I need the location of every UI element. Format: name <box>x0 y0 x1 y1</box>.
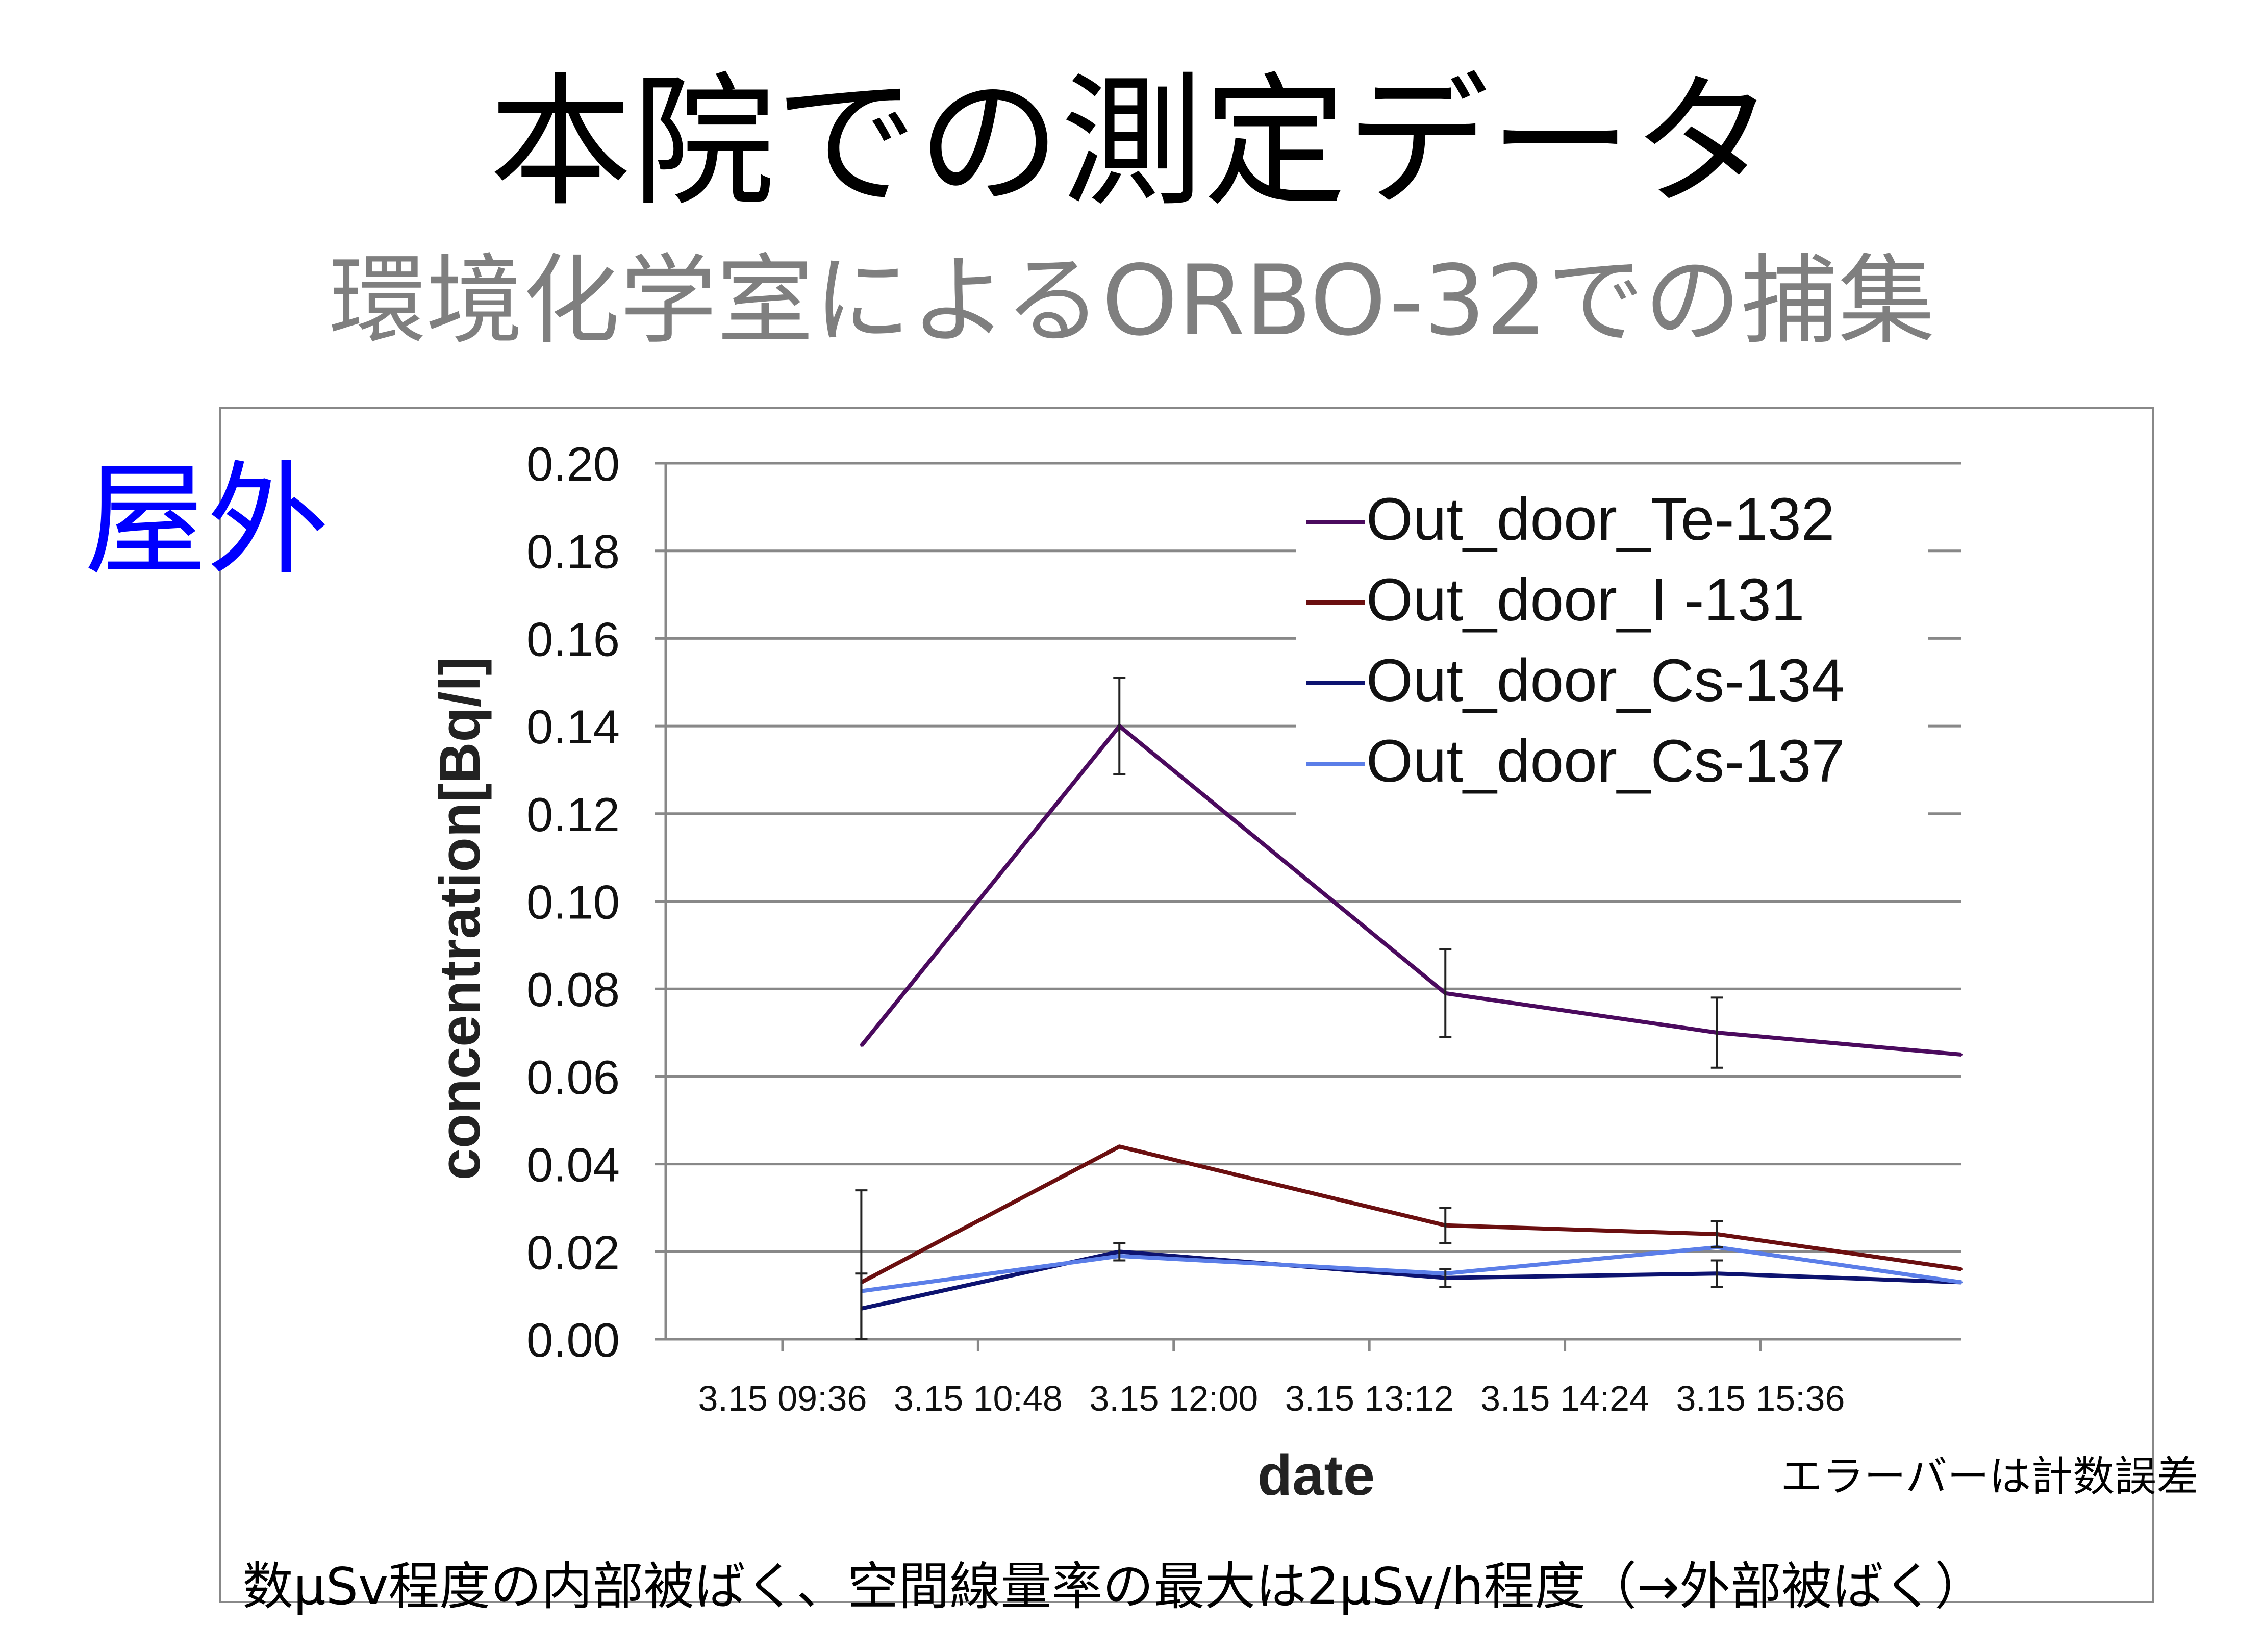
legend-background <box>1296 484 1928 816</box>
y-tick-labels: 0.00 0.02 0.04 0.06 0.08 0.10 0.12 0.14 0.16 0.18… <box>526 437 620 1367</box>
x-tick-labels: 3.15 09:36 3.15 10:48 3.15 12:00 3.15 13:12… <box>698 1379 1845 1418</box>
y-tick-label: 0.02 <box>526 1225 620 1279</box>
location-label: 屋外 <box>84 449 330 592</box>
axes <box>655 462 1961 1351</box>
error-bar <box>1710 1259 1723 1288</box>
y-tick-label: 0.18 <box>526 525 620 579</box>
x-tick-label: 3.15 14:24 <box>1480 1379 1649 1418</box>
x-tick-label: 3.15 09:36 <box>698 1379 867 1418</box>
error-bar <box>1710 996 1723 1069</box>
x-tick-label: 3.15 15:36 <box>1676 1379 1845 1418</box>
data-point <box>860 1044 863 1047</box>
y-tick-label: 0.08 <box>526 963 620 1016</box>
y-axis-label: concentration[Bq/l] <box>428 657 492 1181</box>
series-line <box>861 1245 1962 1293</box>
y-tick-label: 0.12 <box>526 788 620 841</box>
y-tick-label: 0.10 <box>526 875 620 929</box>
data-point <box>1118 1145 1121 1148</box>
page-subtitle: 環境化学室によるORBO-32での捕集 <box>329 244 1935 357</box>
chart-frame <box>219 407 2154 1603</box>
chart-legend: Out_door_Te-132 Out_door_I -131 Out_door_C… <box>1296 484 1928 816</box>
data-point <box>1960 1281 1963 1284</box>
error-bar <box>1439 1268 1452 1288</box>
error-bar <box>1710 1220 1723 1248</box>
y-tick-label: 0.20 <box>526 437 620 491</box>
legend-label: Out_door_Cs-137 <box>1366 728 1845 795</box>
x-axis-label: date <box>1257 1443 1375 1507</box>
error-bar <box>1439 948 1452 1038</box>
error-bar <box>1113 1242 1126 1262</box>
error-bars <box>855 677 1723 1340</box>
bottom-note: 数μSv程度の内部被ばく、空間線量率の最大は2μSv/h程度（→外部被ばく） <box>242 1557 1986 1616</box>
y-tick-label: 0.14 <box>526 700 620 754</box>
legend-label: Out_door_I -131 <box>1366 566 1804 634</box>
data-point <box>1960 1268 1963 1270</box>
legend-label: Out_door_Cs-134 <box>1366 647 1845 714</box>
y-tick-label: 0.00 <box>526 1313 620 1367</box>
x-tick-label: 3.15 13:12 <box>1285 1379 1454 1418</box>
error-bar <box>855 1272 868 1340</box>
error-bar <box>1113 677 1126 775</box>
y-tick-label: 0.06 <box>526 1050 620 1104</box>
series-line <box>860 1144 1962 1284</box>
x-tick-label: 3.15 12:00 <box>1089 1379 1258 1418</box>
y-tick-label: 0.04 <box>526 1138 620 1192</box>
y-tick-label: 0.16 <box>526 612 620 666</box>
data-point <box>1960 1053 1963 1056</box>
error-bar <box>1439 1207 1452 1244</box>
page-title: 本院での測定データ <box>489 60 1775 226</box>
legend-label: Out_door_Te-132 <box>1366 486 1834 553</box>
error-bar-note: エラーバーは計数誤差 <box>1780 1453 2199 1501</box>
x-tick-label: 3.15 10:48 <box>894 1379 1063 1418</box>
